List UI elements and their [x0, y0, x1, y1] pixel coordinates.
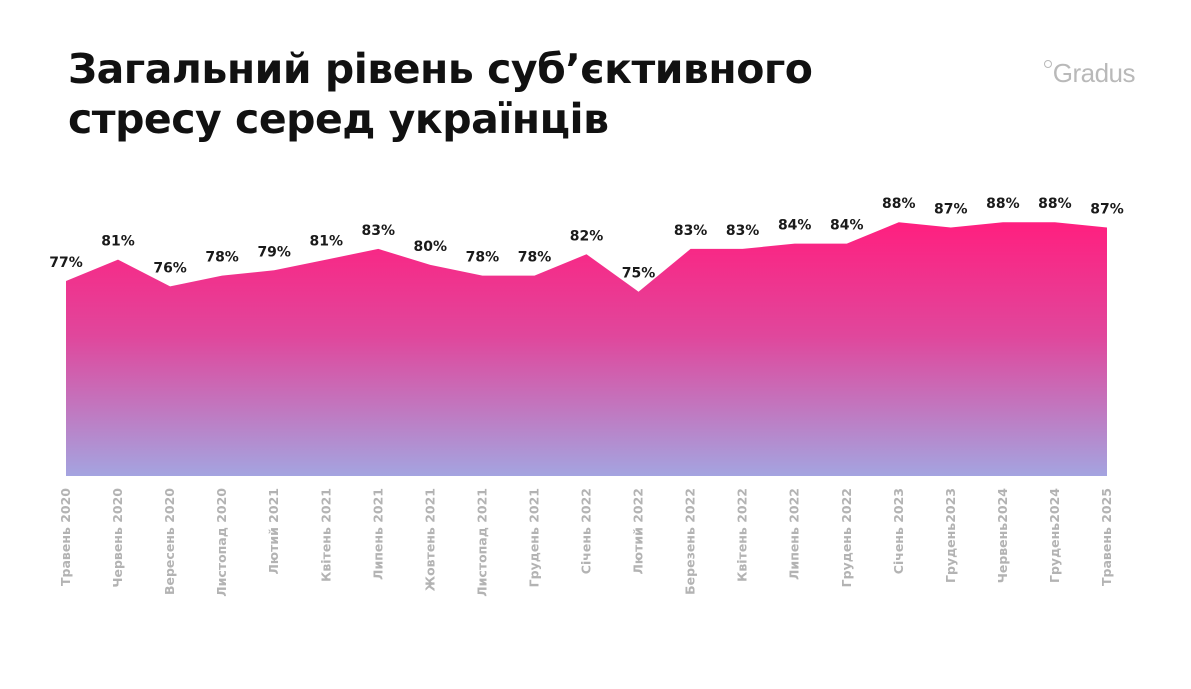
value-label: 84% — [830, 218, 864, 234]
x-tick-label: Грудень 2021 — [527, 488, 542, 587]
value-label: 80% — [414, 239, 448, 255]
value-label: 87% — [934, 202, 968, 218]
chart-title-line-1: Загальний рівень суб’єктивного — [68, 45, 813, 93]
value-label: 79% — [257, 244, 291, 260]
x-tick-label: Січень 2023 — [891, 488, 906, 574]
x-tick-label: Травень 2020 — [58, 488, 73, 586]
value-label: 81% — [310, 234, 344, 250]
x-tick-label: Липень 2021 — [370, 488, 385, 580]
stress-area-series — [66, 222, 1107, 476]
value-label: 88% — [882, 196, 916, 212]
x-axis-tick-labels: Травень 2020 Червень 2020 Вересень 2020 Лис… — [58, 488, 1114, 597]
value-label: 83% — [726, 223, 760, 239]
value-labels: 77% 81% 76% 78% 79% 81% 83% 80% 78% 78% 82% 75% 83% 8… — [49, 196, 1124, 282]
chart-title: Загальний рівень суб’єктивного стресу се… — [68, 44, 928, 144]
value-label: 87% — [1090, 202, 1124, 218]
x-tick-label: Грудень 2022 — [839, 488, 854, 587]
x-tick-label: Квітень 2021 — [318, 488, 333, 582]
value-label: 75% — [622, 266, 656, 282]
x-tick-label: Січень 2022 — [579, 488, 594, 574]
value-label: 83% — [362, 223, 396, 239]
x-tick-label: Листопад 2021 — [474, 488, 489, 597]
value-label: 88% — [986, 196, 1020, 212]
value-label: 78% — [518, 250, 552, 266]
value-label: 84% — [778, 218, 812, 234]
value-label: 88% — [1038, 196, 1072, 212]
value-label: 76% — [153, 260, 187, 276]
x-tick-label: Червень2024 — [995, 488, 1010, 584]
x-tick-label: Травень 2025 — [1099, 488, 1114, 586]
x-tick-label: Вересень 2020 — [162, 488, 177, 595]
x-tick-label: Березень 2022 — [683, 488, 698, 595]
value-label: 77% — [49, 255, 83, 271]
value-label: 78% — [466, 250, 500, 266]
x-tick-label: Лютий 2021 — [266, 488, 281, 574]
x-tick-label: Грудень2023 — [943, 488, 958, 583]
gradus-logo: Gradus — [1043, 58, 1136, 89]
x-tick-label: Листопад 2020 — [214, 488, 229, 597]
logo-text: Gradus — [1052, 58, 1136, 88]
chart-title-line-2: стресу серед українців — [68, 95, 609, 143]
x-tick-label: Червень 2020 — [110, 488, 125, 588]
value-label: 82% — [570, 228, 604, 244]
x-tick-label: Грудень2024 — [1047, 488, 1062, 583]
value-label: 81% — [101, 234, 135, 250]
value-label: 83% — [674, 223, 708, 239]
logo-ring-icon — [1043, 60, 1052, 68]
value-label: 78% — [205, 250, 239, 266]
x-tick-label: Лютий 2022 — [631, 488, 646, 574]
x-tick-label: Липень 2022 — [787, 488, 802, 580]
x-tick-label: Квітень 2022 — [735, 488, 750, 582]
x-tick-label: Жовтень 2021 — [422, 488, 437, 591]
